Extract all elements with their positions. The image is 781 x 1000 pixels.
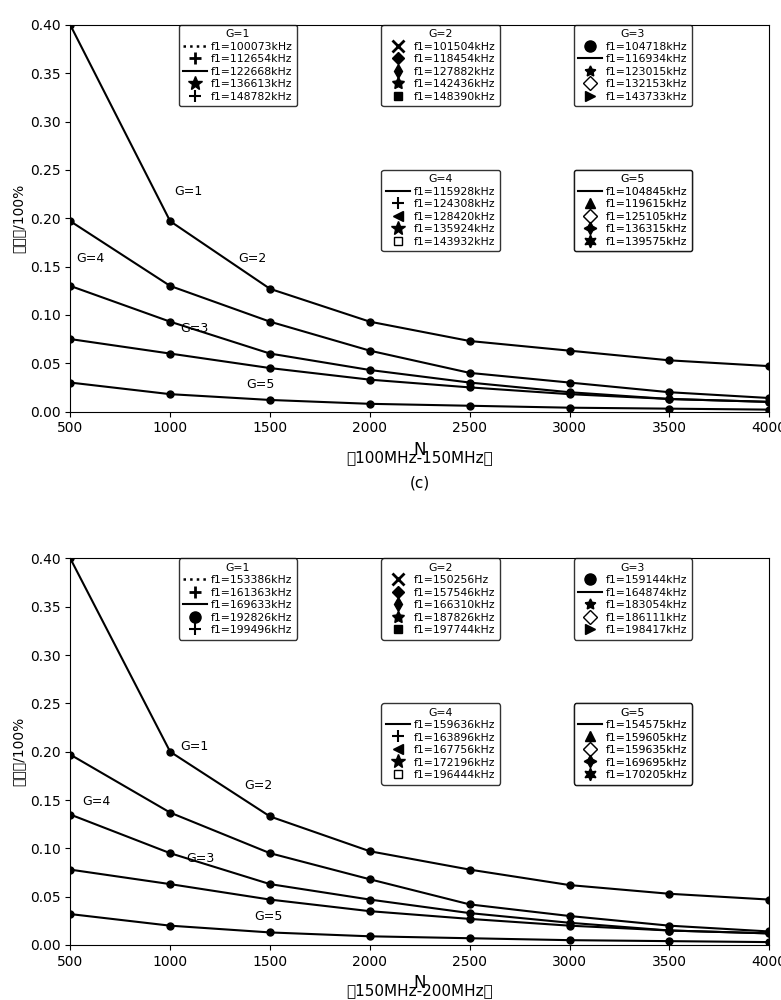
Text: G=3: G=3 xyxy=(186,852,214,865)
X-axis label: N: N xyxy=(413,974,426,992)
Text: （150MHz-200MHz）: （150MHz-200MHz） xyxy=(347,984,493,999)
Text: G=4: G=4 xyxy=(82,795,111,808)
Text: G=1: G=1 xyxy=(180,740,209,753)
Y-axis label: 虚警率/100%: 虚警率/100% xyxy=(12,717,26,786)
Text: （100MHz-150MHz）: （100MHz-150MHz） xyxy=(347,450,493,465)
Text: G=1: G=1 xyxy=(174,185,202,198)
Text: (c): (c) xyxy=(410,475,430,490)
Text: G=5: G=5 xyxy=(254,910,283,923)
Legend: f1=154575kHz, f1=159605kHz, f1=159635kHz, f1=169695kHz, f1=170205kHz: f1=154575kHz, f1=159605kHz, f1=159635kHz… xyxy=(573,703,692,785)
Text: G=5: G=5 xyxy=(246,378,274,391)
X-axis label: N: N xyxy=(413,441,426,459)
Text: G=3: G=3 xyxy=(180,322,209,335)
Legend: f1=104845kHz, f1=119615kHz, f1=125105kHz, f1=136315kHz, f1=139575kHz: f1=104845kHz, f1=119615kHz, f1=125105kHz… xyxy=(573,170,692,251)
Text: G=2: G=2 xyxy=(238,252,266,265)
Y-axis label: 虚警率/100%: 虚警率/100% xyxy=(12,184,26,253)
Text: G=4: G=4 xyxy=(77,252,105,265)
Text: G=2: G=2 xyxy=(244,779,273,792)
